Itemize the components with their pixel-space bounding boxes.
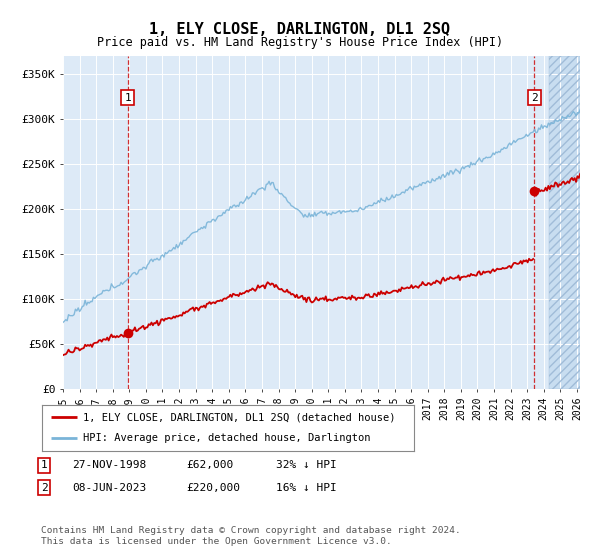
Text: 08-JUN-2023: 08-JUN-2023 <box>72 483 146 493</box>
Text: 1, ELY CLOSE, DARLINGTON, DL1 2SQ (detached house): 1, ELY CLOSE, DARLINGTON, DL1 2SQ (detac… <box>83 412 395 422</box>
Text: £220,000: £220,000 <box>186 483 240 493</box>
Text: 2: 2 <box>41 483 47 493</box>
Text: 27-NOV-1998: 27-NOV-1998 <box>72 460 146 470</box>
Text: 1: 1 <box>124 92 131 102</box>
Text: 1, ELY CLOSE, DARLINGTON, DL1 2SQ: 1, ELY CLOSE, DARLINGTON, DL1 2SQ <box>149 22 451 38</box>
Text: HPI: Average price, detached house, Darlington: HPI: Average price, detached house, Darl… <box>83 433 370 444</box>
Text: £62,000: £62,000 <box>186 460 233 470</box>
Text: Contains HM Land Registry data © Crown copyright and database right 2024.
This d: Contains HM Land Registry data © Crown c… <box>41 526 461 546</box>
Text: 1: 1 <box>41 460 47 470</box>
Text: 2: 2 <box>531 92 538 102</box>
Text: 32% ↓ HPI: 32% ↓ HPI <box>276 460 337 470</box>
Text: Price paid vs. HM Land Registry's House Price Index (HPI): Price paid vs. HM Land Registry's House … <box>97 36 503 49</box>
Text: 16% ↓ HPI: 16% ↓ HPI <box>276 483 337 493</box>
